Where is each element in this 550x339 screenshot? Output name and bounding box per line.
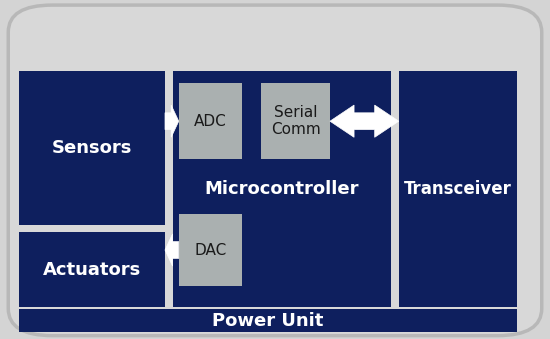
FancyBboxPatch shape — [19, 71, 165, 225]
FancyBboxPatch shape — [173, 71, 390, 307]
Polygon shape — [330, 105, 399, 137]
FancyBboxPatch shape — [19, 309, 517, 332]
FancyBboxPatch shape — [19, 232, 165, 307]
Polygon shape — [165, 234, 179, 266]
Text: Serial
Comm: Serial Comm — [271, 105, 321, 137]
FancyBboxPatch shape — [261, 83, 330, 159]
FancyBboxPatch shape — [399, 71, 517, 307]
Text: Transceiver: Transceiver — [404, 180, 512, 198]
Text: Sensors: Sensors — [52, 139, 133, 157]
FancyBboxPatch shape — [179, 83, 242, 159]
Text: DAC: DAC — [194, 242, 227, 258]
Text: ADC: ADC — [194, 114, 227, 129]
FancyBboxPatch shape — [8, 5, 542, 336]
Text: Microcontroller: Microcontroller — [205, 180, 359, 198]
FancyBboxPatch shape — [179, 214, 242, 286]
Text: Power Unit: Power Unit — [212, 312, 324, 330]
Text: Actuators: Actuators — [43, 260, 141, 279]
Polygon shape — [165, 105, 179, 137]
